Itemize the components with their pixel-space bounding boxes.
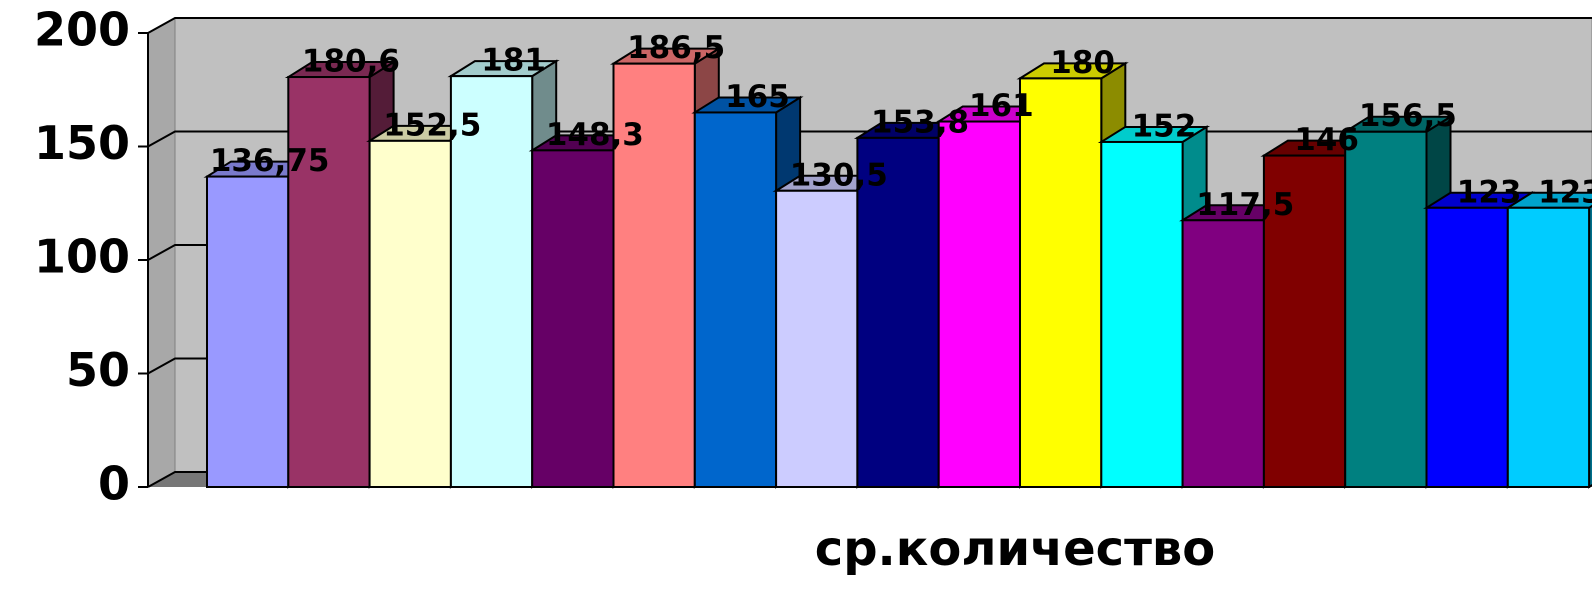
bar: [368, 139, 452, 488]
bar: [1506, 206, 1591, 488]
bar: [1262, 154, 1347, 489]
bar: [449, 75, 534, 488]
data-label: 186,5: [627, 30, 725, 66]
bar: [937, 120, 1022, 488]
data-label: 161: [969, 88, 1034, 124]
bar: [1344, 130, 1428, 488]
data-label: 152,5: [383, 107, 481, 143]
bar: [612, 62, 696, 489]
data-label: 180: [1050, 45, 1115, 81]
bar: [287, 76, 371, 489]
data-label: 136,75: [210, 143, 330, 179]
data-label: 156,5: [1359, 98, 1457, 134]
bar: [206, 175, 290, 488]
x-axis-label: ср.количество: [815, 521, 1216, 577]
bar: [856, 136, 940, 488]
bar: [693, 111, 778, 488]
bar: [1100, 140, 1184, 489]
bar: [1019, 77, 1103, 489]
data-label: 130,5: [790, 157, 888, 193]
bar: [775, 189, 859, 488]
data-label: 165: [725, 79, 790, 115]
data-label: 148,3: [546, 117, 644, 153]
data-label: 153,8: [871, 104, 969, 140]
y-tick-label: 0: [98, 457, 130, 511]
bar: [1425, 206, 1509, 488]
grid-line: [147, 17, 1592, 34]
data-label: 117,5: [1196, 187, 1294, 223]
data-label: 123: [1457, 174, 1522, 210]
data-label: 181: [481, 43, 546, 79]
y-tick-label: 150: [34, 116, 130, 170]
data-label: 152: [1132, 108, 1197, 144]
data-label: 146: [1294, 122, 1359, 158]
y-tick-label: 50: [66, 343, 130, 397]
data-label: 180,6: [302, 44, 400, 80]
bar: [1181, 219, 1265, 488]
data-label: 123: [1538, 174, 1592, 210]
y-tick-label: 100: [34, 230, 130, 284]
y-tick-label: 200: [34, 3, 130, 57]
bar: [531, 149, 615, 488]
